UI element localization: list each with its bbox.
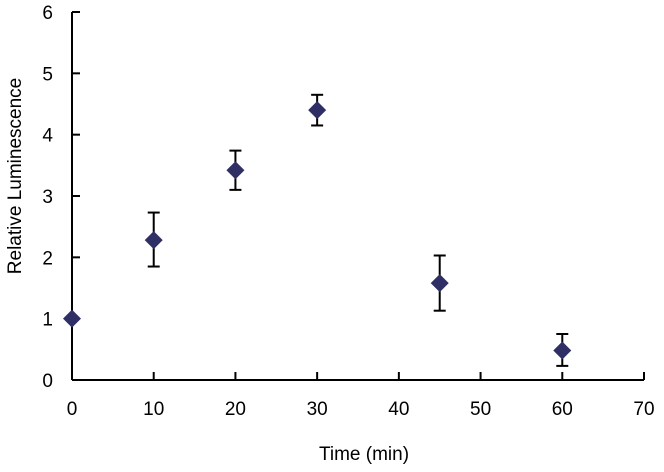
y-ticks: 0 1 2 3 4 5 6: [42, 3, 80, 392]
x-tick-label: 50: [470, 399, 491, 420]
error-bars: [147, 93, 569, 367]
data-point-marker: [430, 274, 449, 293]
y-tick-label: 0: [42, 371, 53, 392]
data-point-marker: [308, 101, 327, 120]
x-tick-label: 30: [307, 399, 328, 420]
y-tick-label: 6: [42, 3, 53, 24]
y-tick-label: 1: [42, 310, 53, 331]
data-point-marker: [553, 341, 572, 360]
x-ticks: 0 10 20 30 40 50 60 70: [67, 372, 655, 420]
x-tick-label: 0: [67, 399, 78, 420]
axes: [71, 12, 644, 381]
y-tick-label: 2: [42, 248, 53, 269]
y-tick-label: 3: [42, 187, 53, 208]
y-tick-label: 5: [42, 64, 53, 85]
x-tick-label: 60: [552, 399, 573, 420]
x-tick-label: 20: [225, 399, 246, 420]
data-point-marker: [63, 309, 81, 328]
y-axis-title: Relative Luminescence: [5, 78, 26, 274]
x-tick-label: 70: [633, 399, 654, 420]
x-tick-label: 40: [388, 399, 409, 420]
data-markers: [63, 101, 572, 360]
y-tick-label: 4: [42, 126, 53, 147]
data-point-marker: [226, 161, 245, 180]
data-point-marker: [144, 231, 163, 250]
x-tick-label: 10: [143, 399, 164, 420]
x-axis-title: Time (min): [319, 444, 409, 465]
